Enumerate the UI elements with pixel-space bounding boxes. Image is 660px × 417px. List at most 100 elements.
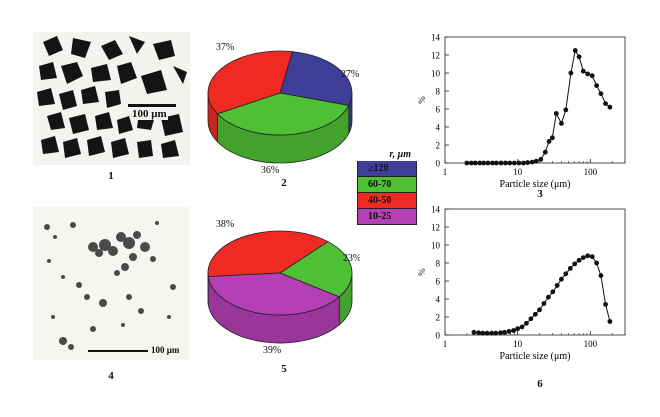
data-point <box>494 160 499 166</box>
data-point <box>502 329 507 335</box>
micrograph-1-particles <box>37 36 187 158</box>
data-point <box>533 158 539 164</box>
data-point <box>585 253 591 259</box>
data-point <box>559 121 564 126</box>
data-point <box>476 330 482 336</box>
pie-chart-5: 38% 23% 39% <box>207 219 360 356</box>
data-point <box>471 329 477 335</box>
data-point <box>589 73 595 79</box>
data-point <box>563 271 569 277</box>
legend-item: 40-50 <box>357 193 417 209</box>
size-legend: r, μm ≥120 60-70 40-50 10-25 <box>357 149 417 225</box>
scale-label-1: 100 μm <box>131 108 168 120</box>
data-point <box>576 54 582 60</box>
data-point <box>506 329 512 334</box>
pie-chart-2: 27% 37% 36% <box>207 42 359 176</box>
y-tick-label: 8 <box>436 259 441 269</box>
data-point <box>515 326 521 332</box>
pie-slice <box>216 92 350 136</box>
data-point <box>580 68 586 74</box>
data-point <box>607 104 613 110</box>
data-point <box>598 91 604 97</box>
y-tick-label: 4 <box>436 295 441 305</box>
y-axis-label: % <box>417 96 427 104</box>
panel-number-6: 6 <box>537 378 543 390</box>
data-point <box>481 160 487 166</box>
data-point <box>484 330 490 336</box>
data-point <box>568 70 574 76</box>
y-tick-label: 2 <box>436 141 441 151</box>
y-tick-label: 14 <box>431 205 441 215</box>
data-point <box>594 83 600 88</box>
data-point <box>538 157 544 162</box>
y-tick-label: 12 <box>431 223 440 233</box>
panel-number-1: 1 <box>108 170 114 182</box>
panel-number-5: 5 <box>281 363 287 375</box>
data-point <box>537 307 542 313</box>
y-tick-label: 10 <box>431 69 441 79</box>
y-tick-label: 6 <box>436 105 441 115</box>
data-point <box>498 160 504 166</box>
pie-value-label: 38% <box>216 219 234 230</box>
data-point <box>477 160 483 166</box>
x-tick-label: 1 <box>443 167 448 177</box>
data-point <box>553 111 559 116</box>
data-point <box>493 330 499 336</box>
data-point <box>546 294 551 300</box>
pie-value-label: 39% <box>263 345 281 356</box>
data-point <box>541 301 547 306</box>
data-point <box>490 160 495 166</box>
data-point <box>532 311 538 317</box>
line-chart-6: 0 2 4 6 8 10 12 14 1 10 100% Particle size (μm) <box>417 205 626 362</box>
x-tick-label: 100 <box>584 167 598 177</box>
data-point <box>546 139 552 144</box>
panel-number-4: 4 <box>108 370 114 382</box>
data-point <box>549 135 555 141</box>
data-point <box>542 149 548 155</box>
data-point <box>585 71 591 77</box>
x-tick-label: 10 <box>513 167 523 177</box>
data-point <box>576 257 582 263</box>
y-tick-label: 12 <box>431 51 440 61</box>
micrograph-4-particles <box>44 221 176 352</box>
data-point <box>559 276 564 282</box>
y-tick-label: 2 <box>436 313 441 323</box>
data-point <box>525 160 530 165</box>
data-point <box>572 48 578 53</box>
data-point <box>529 159 535 165</box>
data-point <box>468 160 474 166</box>
plot-frame <box>444 208 626 336</box>
pie-value-label: 37% <box>216 42 234 53</box>
legend-item: 60-70 <box>357 177 417 193</box>
pie-slice <box>279 51 353 106</box>
data-point <box>554 283 560 288</box>
data-point <box>528 316 534 322</box>
pie-slice <box>207 50 294 115</box>
y-tick-label: 10 <box>431 241 441 251</box>
series-line <box>466 49 611 164</box>
line-chart-3: 0 2 4 6 8 10 12 14 1 10 100% Particle size (μm) <box>417 33 626 190</box>
x-axis-label: Particle size (μm) <box>500 179 571 190</box>
y-tick-label: 0 <box>436 331 441 341</box>
data-point <box>498 330 503 336</box>
panel-number-2: 2 <box>281 177 287 189</box>
legend-title: r, μm <box>389 149 411 160</box>
data-point <box>603 302 608 307</box>
y-tick-label: 6 <box>436 277 441 287</box>
data-point <box>598 273 604 278</box>
data-point <box>507 160 513 166</box>
data-point <box>567 266 573 271</box>
data-point <box>589 254 595 260</box>
data-point <box>503 160 508 166</box>
micrograph-4: 100 μm <box>33 207 190 360</box>
panel-number-3: 3 <box>537 188 543 200</box>
x-tick-label: 1 <box>443 339 448 349</box>
pie-value-label: 27% <box>341 69 359 80</box>
y-axis-label: % <box>417 268 427 276</box>
data-point <box>563 107 569 113</box>
data-point <box>516 160 522 166</box>
data-point <box>480 330 486 336</box>
x-tick-label: 100 <box>584 339 598 349</box>
data-point <box>524 320 529 326</box>
pie-slice <box>279 241 353 298</box>
